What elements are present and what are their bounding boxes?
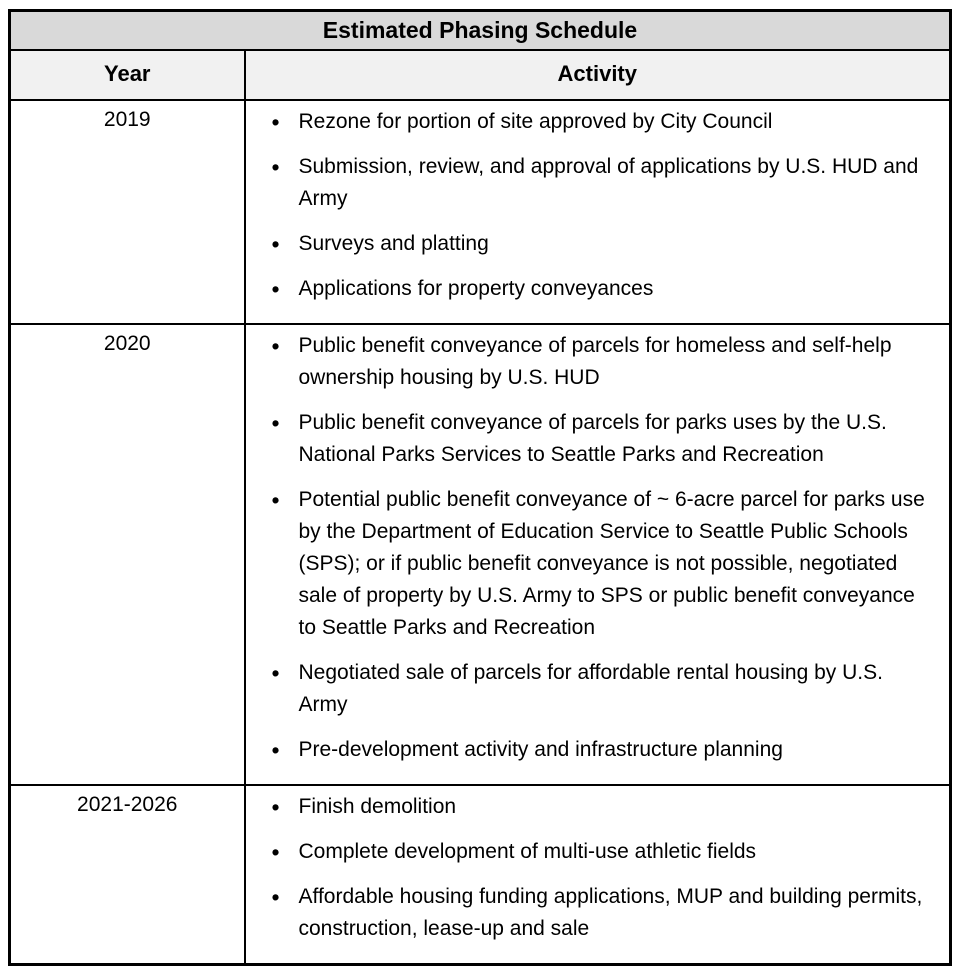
activity-item: Potential public benefit conveyance of ~… <box>271 484 936 644</box>
column-header-year: Year <box>8 49 246 101</box>
year-cell: 2019 <box>8 99 246 325</box>
table-row: 2021-2026 Finish demolition Complete devel… <box>8 784 952 966</box>
activity-item: Negotiated sale of parcels for affordabl… <box>271 657 936 721</box>
activity-cell: Public benefit conveyance of parcels for… <box>243 323 952 786</box>
column-header-activity: Activity <box>243 49 952 101</box>
activity-item: Finish demolition <box>271 791 936 823</box>
phasing-schedule-table: Estimated Phasing Schedule Year Activity… <box>8 9 953 966</box>
table-title: Estimated Phasing Schedule <box>8 9 952 51</box>
title-row: Estimated Phasing Schedule <box>8 9 952 51</box>
activity-list: Finish demolition Complete development of… <box>271 791 936 945</box>
activity-item: Applications for property conveyances <box>271 273 936 305</box>
year-cell: 2021-2026 <box>8 784 246 966</box>
activity-item: Affordable housing funding applications,… <box>271 881 936 945</box>
activity-item: Rezone for portion of site approved by C… <box>271 106 936 138</box>
activity-cell: Finish demolition Complete development of… <box>243 784 952 966</box>
activity-item: Complete development of multi-use athlet… <box>271 836 936 868</box>
activity-item: Submission, review, and approval of appl… <box>271 151 936 215</box>
year-cell: 2020 <box>8 323 246 786</box>
table-row: 2019 Rezone for portion of site approved … <box>8 99 952 325</box>
table-row: 2020 Public benefit conveyance of parcels… <box>8 323 952 786</box>
activity-list: Rezone for portion of site approved by C… <box>271 106 936 305</box>
activity-item: Pre-development activity and infrastruct… <box>271 734 936 766</box>
column-header-row: Year Activity <box>8 49 952 101</box>
activity-item: Surveys and platting <box>271 228 936 260</box>
activity-cell: Rezone for portion of site approved by C… <box>243 99 952 325</box>
table-body: 2019 Rezone for portion of site approved … <box>8 99 952 966</box>
activity-list: Public benefit conveyance of parcels for… <box>271 330 936 766</box>
activity-item: Public benefit conveyance of parcels for… <box>271 330 936 394</box>
activity-item: Public benefit conveyance of parcels for… <box>271 407 936 471</box>
